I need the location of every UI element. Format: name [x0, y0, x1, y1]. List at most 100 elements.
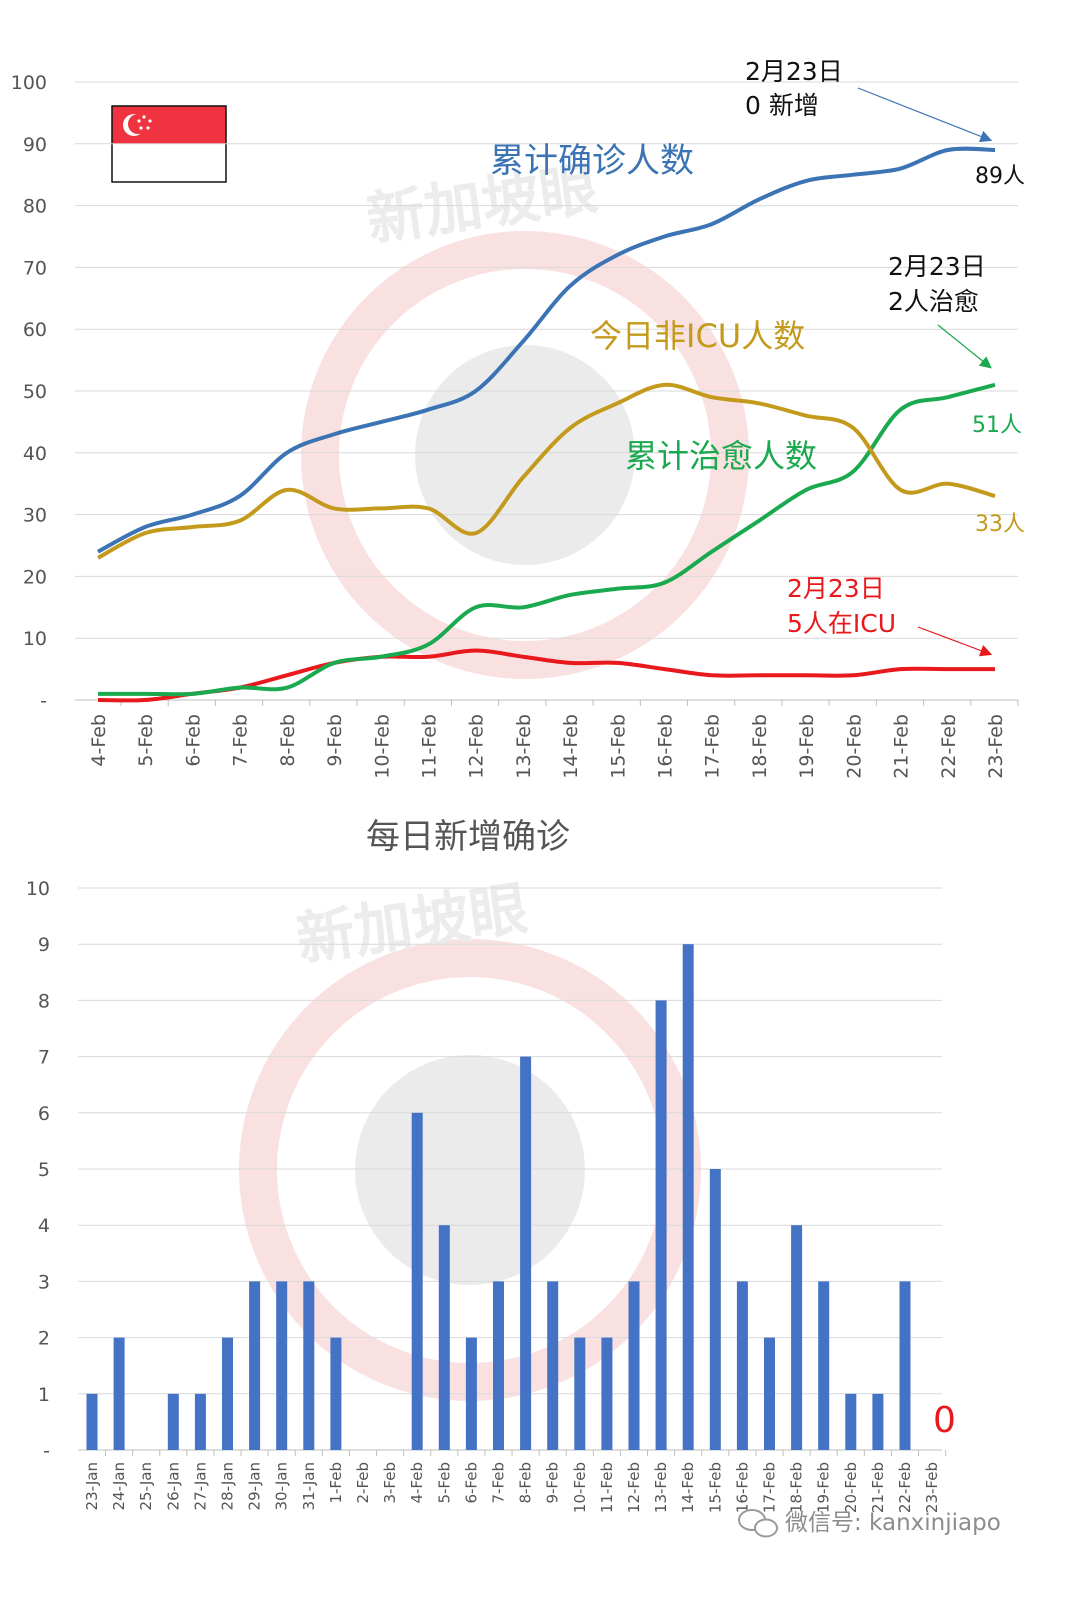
- bottom-x-tick-label: 6-Feb: [462, 1462, 480, 1504]
- top-y-tick-label: 40: [23, 443, 47, 465]
- top-x-tick-label: 11-Feb: [418, 714, 440, 779]
- singapore-flag: [111, 105, 227, 183]
- bar: [628, 1281, 640, 1450]
- bar: [86, 1393, 98, 1450]
- top-x-tick-label: 20-Feb: [843, 714, 865, 779]
- bottom-y-tick-label: 7: [38, 1047, 50, 1069]
- bottom-x-tick-label: 30-Jan: [273, 1462, 291, 1510]
- bar: [764, 1337, 775, 1450]
- top-x-tick-label: 10-Feb: [371, 714, 393, 779]
- top-y-tick-label: 20: [23, 566, 47, 588]
- bar: [411, 1112, 423, 1450]
- bar: [194, 1393, 206, 1450]
- bar: [791, 1225, 803, 1450]
- bottom-x-tick-label: 10-Feb: [571, 1462, 589, 1513]
- top-chart-y-axis: - 10 20 30 40 50 60 70 80 90 100: [11, 72, 47, 712]
- top-x-tick-label: 23-Feb: [985, 714, 1007, 779]
- bar: [845, 1393, 857, 1450]
- bar: [574, 1337, 586, 1450]
- annotation-recovered-date: 2月23日: [888, 252, 986, 281]
- top-x-tick-label: 19-Feb: [796, 714, 818, 779]
- bar: [438, 1225, 450, 1450]
- bottom-y-tick-label: 5: [38, 1159, 50, 1181]
- bar: [276, 1281, 288, 1450]
- line-non-icu: [97, 382, 996, 560]
- bottom-chart-x-axis: 23-Jan 24-Jan 25-Jan 26-Jan 27-Jan 28-Jan 29-J…: [83, 1450, 947, 1513]
- bottom-x-tick-label: 13-Feb: [652, 1462, 670, 1513]
- bar: [465, 1337, 477, 1450]
- bottom-x-tick-label: 18-Feb: [788, 1462, 806, 1513]
- annotation-icu-text: 5人在ICU: [787, 609, 896, 638]
- bar: [222, 1337, 233, 1450]
- annotation-new-text: 0 新增: [745, 91, 819, 120]
- top-y-tick-label: 70: [23, 257, 47, 279]
- end-label-non-icu: 33人: [975, 512, 1025, 537]
- bar: [872, 1393, 884, 1450]
- top-x-tick-label: 12-Feb: [466, 714, 488, 779]
- bottom-x-tick-label: 23-Jan: [83, 1462, 101, 1510]
- top-y-tick-label: -: [40, 690, 47, 712]
- bottom-chart-title: 每日新增确诊: [366, 817, 570, 857]
- bar: [818, 1281, 830, 1450]
- line-confirmed: [97, 146, 996, 554]
- top-x-tick-label: 16-Feb: [655, 714, 677, 779]
- bottom-x-tick-label: 29-Jan: [246, 1462, 264, 1510]
- bar: [709, 1169, 721, 1450]
- bottom-y-tick-label: 9: [38, 934, 50, 956]
- bottom-x-tick-label: 26-Jan: [164, 1462, 182, 1510]
- bottom-x-tick-label: 4-Feb: [408, 1462, 426, 1504]
- top-x-tick-label: 9-Feb: [324, 714, 346, 767]
- bottom-x-tick-label: 12-Feb: [625, 1462, 643, 1513]
- bottom-x-tick-label: 27-Jan: [191, 1462, 209, 1510]
- annotation-icu-arrow: [917, 626, 993, 657]
- top-x-tick-label: 6-Feb: [182, 714, 204, 767]
- bottom-y-tick-label: 8: [38, 990, 50, 1012]
- top-x-tick-label: 21-Feb: [891, 714, 913, 779]
- bottom-x-tick-label: 20-Feb: [842, 1462, 860, 1513]
- bottom-y-tick-label: -: [43, 1440, 50, 1462]
- top-x-tick-label: 17-Feb: [702, 714, 724, 779]
- bottom-x-tick-label: 11-Feb: [598, 1462, 616, 1513]
- annotation-new-arrow: [857, 87, 993, 143]
- annotation-icu-date: 2月23日: [787, 574, 885, 603]
- series-label-confirmed: 累计确诊人数: [490, 141, 694, 181]
- top-chart-grid: [75, 81, 1018, 701]
- line-recovered: [98, 382, 996, 697]
- bar: [493, 1281, 504, 1450]
- bottom-chart-bars: [86, 944, 911, 1450]
- series-label-recovered: 累计治愈人数: [625, 437, 817, 475]
- bottom-x-tick-label: 28-Jan: [219, 1462, 237, 1510]
- bar: [167, 1393, 179, 1450]
- top-x-tick-label: 22-Feb: [938, 714, 960, 779]
- bottom-x-tick-label: 25-Jan: [137, 1462, 155, 1510]
- bar: [682, 944, 694, 1450]
- bottom-x-tick-label: 17-Feb: [761, 1462, 779, 1513]
- bottom-x-tick-label: 14-Feb: [679, 1462, 697, 1513]
- bar: [249, 1281, 261, 1450]
- bottom-x-tick-label: 7-Feb: [490, 1462, 508, 1504]
- bottom-y-tick-label: 10: [26, 878, 50, 900]
- top-x-tick-label: 13-Feb: [513, 714, 535, 779]
- footer-account: 微信号: kanxinjiapo: [785, 1510, 1001, 1536]
- top-y-tick-label: 100: [11, 72, 47, 94]
- top-x-tick-label: 14-Feb: [560, 714, 582, 779]
- top-y-tick-label: 90: [23, 134, 47, 156]
- bottom-x-tick-label: 8-Feb: [517, 1462, 535, 1504]
- bottom-x-tick-label: 2-Feb: [354, 1462, 372, 1504]
- annotation-recovered-text: 2人治愈: [888, 287, 979, 316]
- bottom-y-tick-label: 3: [38, 1271, 50, 1293]
- top-x-tick-label: 5-Feb: [135, 714, 157, 767]
- top-x-tick-label: 18-Feb: [749, 714, 771, 779]
- bottom-x-tick-label: 21-Feb: [869, 1462, 887, 1513]
- wechat-icon: [738, 1509, 778, 1538]
- bottom-x-tick-label: 24-Jan: [110, 1462, 128, 1510]
- last-bar-label: 0: [933, 1400, 956, 1441]
- top-chart-series: [97, 146, 996, 703]
- top-x-tick-label: 15-Feb: [607, 714, 629, 779]
- top-y-tick-label: 60: [23, 319, 47, 341]
- bottom-y-tick-label: 6: [38, 1103, 50, 1125]
- end-label-confirmed: 89人: [975, 164, 1025, 189]
- bar: [899, 1281, 911, 1450]
- bottom-x-tick-label: 22-Feb: [896, 1462, 914, 1513]
- bar: [601, 1337, 613, 1450]
